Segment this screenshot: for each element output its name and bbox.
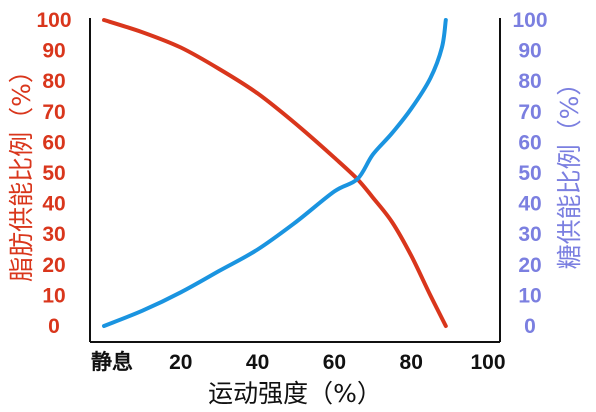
right-y-tick-label: 40 — [518, 193, 541, 216]
right-y-tick-label: 50 — [518, 162, 541, 185]
left-y-tick-label: 10 — [42, 284, 65, 307]
left-y-tick-label: 100 — [36, 9, 71, 32]
left-y-tick-label: 70 — [42, 101, 65, 124]
right-y-tick-labels: 0 10 20 30 40 50 60 70 80 90 100 — [512, 9, 547, 338]
left-y-tick-label: 30 — [42, 223, 65, 246]
right-y-tick-label: 20 — [518, 254, 541, 277]
left-y-tick-label: 60 — [42, 131, 65, 154]
carb-ratio-line — [102, 18, 448, 328]
x-tick-label: 20 — [169, 351, 192, 374]
left-y-axis-title: 脂肪供能比例（%） — [7, 58, 36, 282]
x-tick-label: 40 — [246, 351, 269, 374]
right-y-tick-label: 70 — [518, 101, 541, 124]
right-y-tick-label: 60 — [518, 131, 541, 154]
right-y-tick-label: 80 — [518, 70, 541, 93]
right-y-tick-label: 10 — [518, 284, 541, 307]
series-lines — [102, 18, 448, 328]
right-y-tick-label: 0 — [524, 315, 536, 338]
right-y-tick-label: 100 — [512, 9, 547, 32]
x-tick-labels: 静息 20 40 60 80 100 — [91, 350, 506, 374]
x-axis-title: 运动强度（%） — [208, 379, 382, 408]
left-y-tick-labels: 0 10 20 30 40 50 60 70 80 90 100 — [36, 9, 71, 338]
fat-ratio-line — [102, 18, 448, 328]
x-tick-label: 60 — [323, 351, 346, 374]
plot-frame — [89, 18, 501, 343]
left-y-tick-label: 20 — [42, 254, 65, 277]
right-y-axis-title: 糖供能比例（%） — [555, 71, 584, 270]
left-y-tick-label: 90 — [42, 40, 65, 63]
right-y-tick-label: 90 — [518, 40, 541, 63]
left-y-tick-label: 80 — [42, 70, 65, 93]
right-y-tick-label: 30 — [518, 223, 541, 246]
left-y-tick-label: 40 — [42, 193, 65, 216]
x-tick-label: 100 — [470, 351, 505, 374]
x-tick-label: 80 — [400, 351, 423, 374]
left-y-tick-label: 50 — [42, 162, 65, 185]
x-tick-label: 静息 — [91, 350, 133, 374]
left-y-tick-label: 0 — [48, 315, 60, 338]
